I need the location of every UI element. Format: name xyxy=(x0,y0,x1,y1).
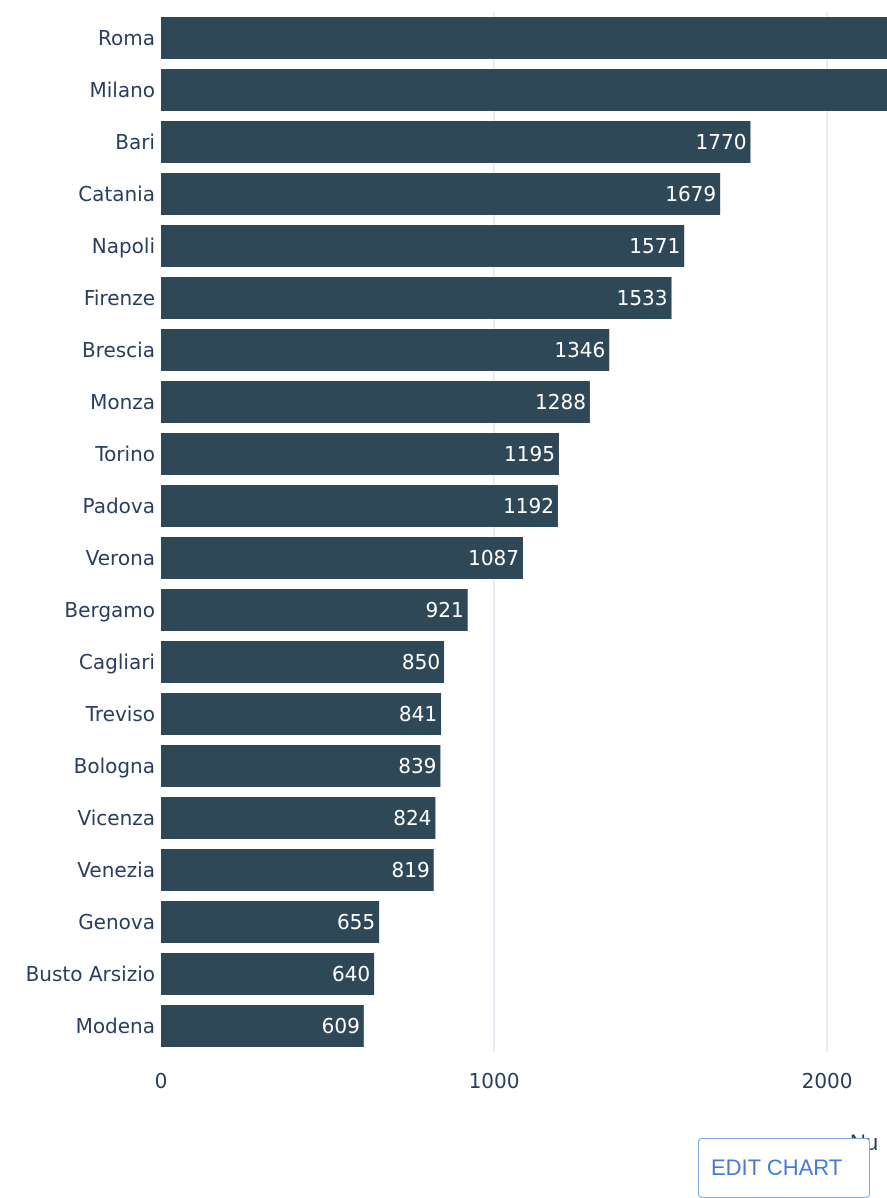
category-label: Torino xyxy=(94,442,155,466)
bar[interactable] xyxy=(161,693,442,735)
category-label: Vicenza xyxy=(77,806,155,830)
x-tick-label: 0 xyxy=(155,1069,168,1093)
bar[interactable] xyxy=(161,329,610,371)
category-label: Treviso xyxy=(85,702,155,726)
category-label: Firenze xyxy=(84,286,155,310)
category-label: Catania xyxy=(78,182,155,206)
category-label: Bologna xyxy=(74,754,155,778)
category-label: Busto Arsizio xyxy=(26,962,155,986)
bars: 1770 1679 1571 1533 1346 1288 1195 1192 1087 921 8… xyxy=(161,17,887,1047)
bar[interactable] xyxy=(161,1005,364,1047)
bar-value-label: 824 xyxy=(393,806,431,830)
bar[interactable] xyxy=(161,537,524,579)
bar-value-label: 1087 xyxy=(468,546,519,570)
category-label: Monza xyxy=(90,390,155,414)
bar-value-label: 1288 xyxy=(535,390,586,414)
bar[interactable] xyxy=(161,381,590,423)
bar-value-label: 850 xyxy=(402,650,440,674)
bar[interactable] xyxy=(161,121,751,163)
bar[interactable] xyxy=(161,797,436,839)
category-label: Modena xyxy=(76,1014,155,1038)
category-label: Padova xyxy=(83,494,155,518)
bar[interactable] xyxy=(161,225,685,267)
x-tick-labels: 0 1000 2000 xyxy=(155,1069,853,1093)
grid-lines xyxy=(493,12,829,1052)
bar-value-label: 921 xyxy=(426,598,464,622)
bar-value-label: 655 xyxy=(337,910,375,934)
bar[interactable] xyxy=(161,173,721,215)
bar[interactable] xyxy=(161,901,380,943)
x-tick-label: 2000 xyxy=(802,1069,853,1093)
bar-value-label: 819 xyxy=(392,858,430,882)
bar[interactable] xyxy=(161,485,558,527)
category-label: Napoli xyxy=(92,234,155,258)
edit-chart-button[interactable]: EDIT CHART xyxy=(698,1138,870,1198)
bar-value-label: 1571 xyxy=(629,234,680,258)
bar-value-label: 1679 xyxy=(665,182,716,206)
bar[interactable] xyxy=(161,69,887,111)
category-label: Cagliari xyxy=(79,650,155,674)
bar-value-label: 1192 xyxy=(503,494,554,518)
category-label: Bergamo xyxy=(64,598,155,622)
bar[interactable] xyxy=(161,277,672,319)
bar[interactable] xyxy=(161,589,468,631)
category-label: Brescia xyxy=(82,338,155,362)
category-label: Bari xyxy=(115,130,155,154)
bar-value-label: 839 xyxy=(398,754,436,778)
bar-value-label: 1346 xyxy=(554,338,605,362)
bar[interactable] xyxy=(161,745,441,787)
bar-value-label: 1533 xyxy=(617,286,668,310)
category-label: Genova xyxy=(78,910,155,934)
bar-value-label: 609 xyxy=(322,1014,360,1038)
category-labels: Roma Milano Bari Catania Napoli Firenze Bresci… xyxy=(26,26,155,1038)
bar[interactable] xyxy=(161,849,434,891)
bar-value-label: 1770 xyxy=(696,130,747,154)
bar-value-label: 1195 xyxy=(504,442,555,466)
x-tick-label: 1000 xyxy=(469,1069,520,1093)
bar[interactable] xyxy=(161,953,375,995)
bar-value-label: 841 xyxy=(399,702,437,726)
bar[interactable] xyxy=(161,641,445,683)
bar[interactable] xyxy=(161,17,887,59)
category-label: Roma xyxy=(98,26,155,50)
bar[interactable] xyxy=(161,433,559,475)
category-label: Verona xyxy=(86,546,155,570)
category-label: Milano xyxy=(89,78,155,102)
bar-value-label: 640 xyxy=(332,962,370,986)
category-label: Venezia xyxy=(77,858,155,882)
